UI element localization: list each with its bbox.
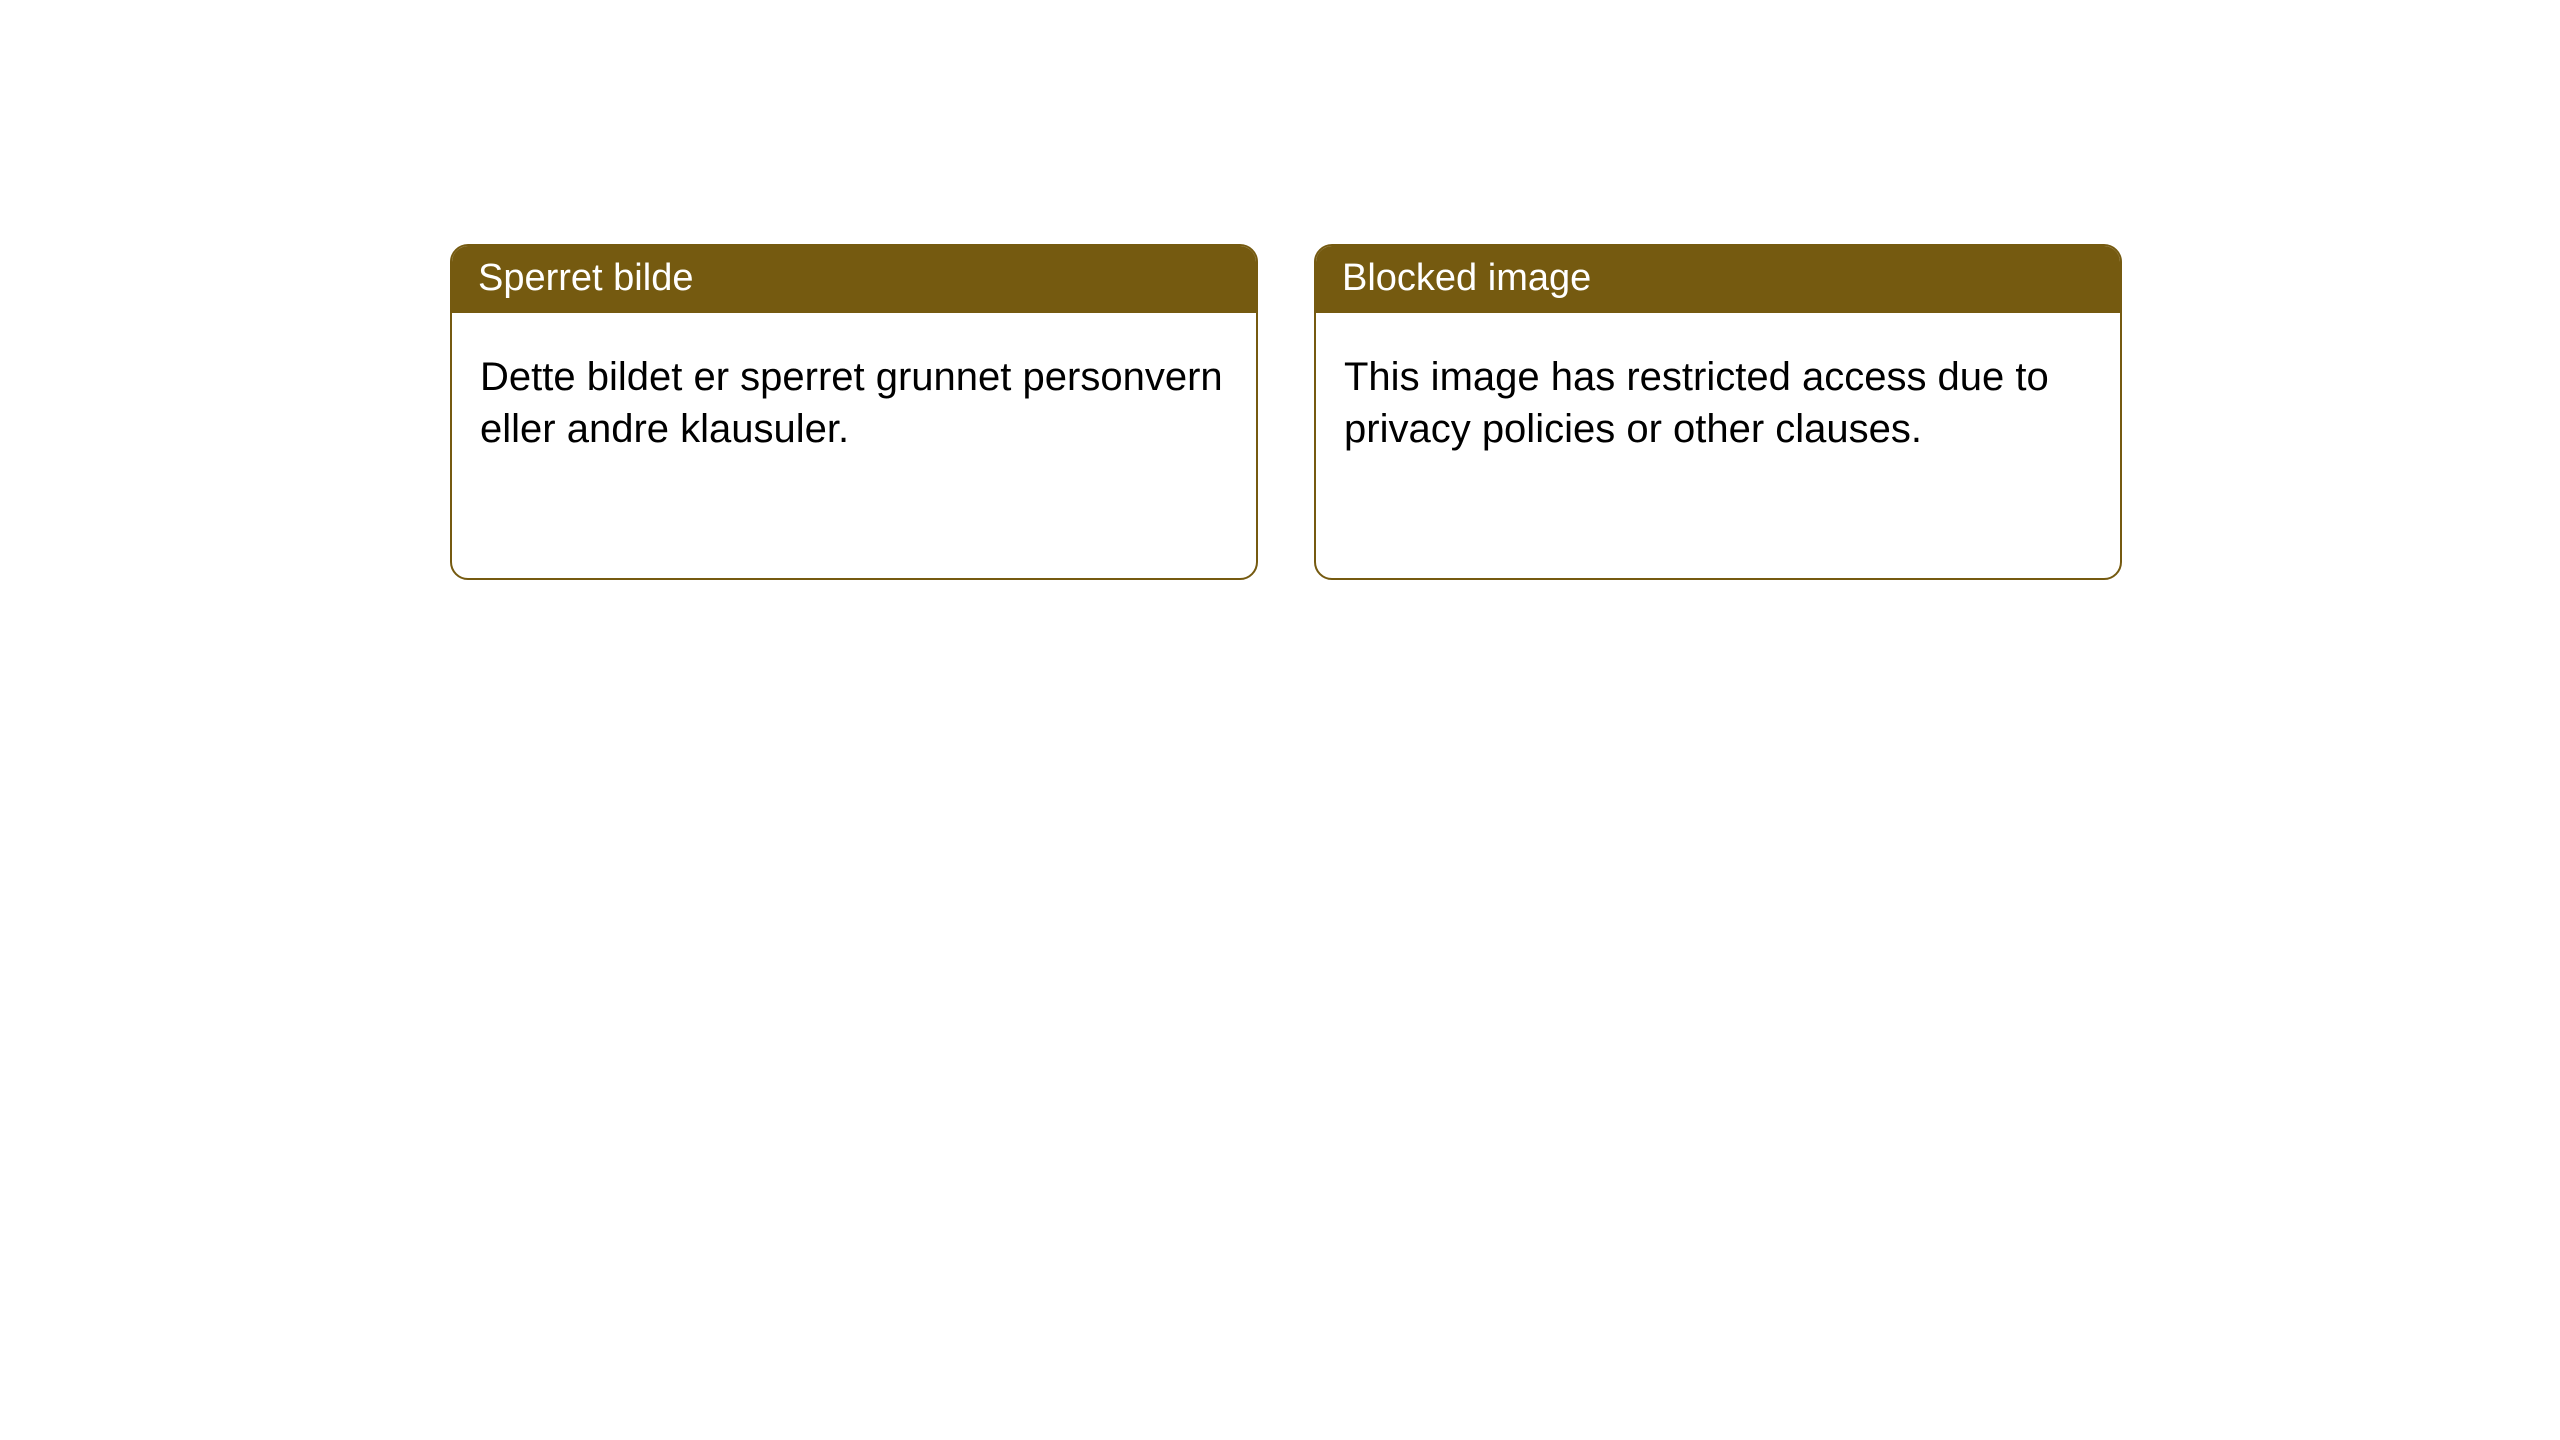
notice-body-norwegian: Dette bildet er sperret grunnet personve… <box>452 313 1256 578</box>
notice-title-norwegian: Sperret bilde <box>452 246 1256 313</box>
notice-card-norwegian: Sperret bilde Dette bildet er sperret gr… <box>450 244 1258 580</box>
notice-body-english: This image has restricted access due to … <box>1316 313 2120 578</box>
notice-container: Sperret bilde Dette bildet er sperret gr… <box>0 0 2560 580</box>
notice-title-english: Blocked image <box>1316 246 2120 313</box>
notice-card-english: Blocked image This image has restricted … <box>1314 244 2122 580</box>
